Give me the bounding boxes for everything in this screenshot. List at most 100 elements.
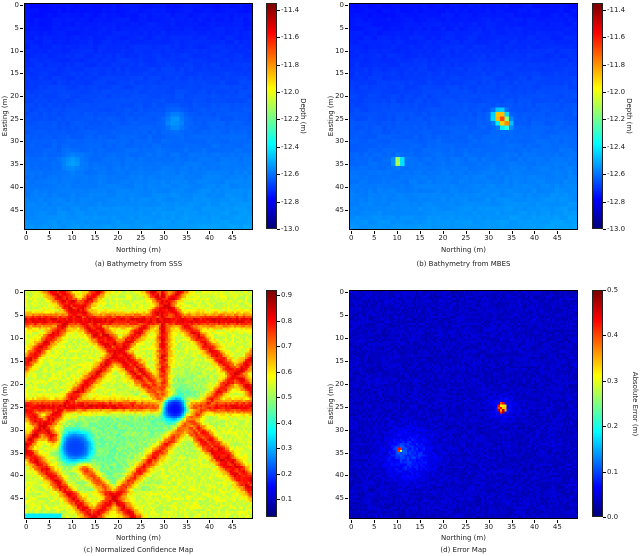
colorbar-tick-label: 0.3 xyxy=(602,376,619,385)
colorbar-label-d: Absolute Error (m) xyxy=(631,371,639,437)
colorbar-a xyxy=(266,3,277,229)
colorbar-c xyxy=(266,290,277,517)
x-tick-label: 35 xyxy=(179,520,195,531)
x-tick-label: 15 xyxy=(412,520,428,531)
y-tick-label: 45 xyxy=(328,495,348,502)
y-tick-label: 15 xyxy=(328,70,348,77)
x-tick-label: 25 xyxy=(458,520,474,531)
x-tick-label: 25 xyxy=(458,231,474,242)
y-tick-label: 40 xyxy=(3,472,23,479)
x-tick-label: 35 xyxy=(179,231,195,242)
x-tick-label: 35 xyxy=(504,231,520,242)
x-tick-label: 30 xyxy=(156,231,172,242)
x-tick-label: 10 xyxy=(389,231,405,242)
x-tick-label: 15 xyxy=(87,520,103,531)
y-tick-label: 0 xyxy=(328,289,348,296)
x-axis-label-d: Northing (m) xyxy=(441,534,486,542)
caption-d: (d) Error Map xyxy=(440,546,487,554)
y-tick-label: 30 xyxy=(3,138,23,145)
colorbar-tick-label: 0.3 xyxy=(276,444,293,453)
colorbar-tick-label: 0.7 xyxy=(276,342,293,351)
y-tick-label: 20 xyxy=(3,380,23,388)
y-tick-label: 40 xyxy=(328,183,348,191)
x-tick-label: 40 xyxy=(201,231,217,242)
y-tick-label: 30 xyxy=(328,426,348,434)
colorbar-tick-label: 0.8 xyxy=(276,316,293,325)
colorbar-tick-label: -11.6 xyxy=(276,33,300,42)
colorbar-label-a: Depth (m) xyxy=(299,98,307,134)
colorbar-tick-label: -11.8 xyxy=(602,60,626,69)
y-tick-label: 25 xyxy=(3,115,23,123)
y-tick-label: 40 xyxy=(328,472,348,479)
y-tick-label: 10 xyxy=(3,335,23,342)
y-axis-label-c: Easting (m) xyxy=(1,383,9,425)
y-tick-label: 20 xyxy=(328,380,348,388)
colorbar-tick-label: -12.0 xyxy=(602,88,626,97)
x-tick-label: 40 xyxy=(201,520,217,531)
y-axis-label-a: Easting (m) xyxy=(1,95,9,137)
y-tick-label: 40 xyxy=(3,183,23,191)
y-tick-label: 5 xyxy=(328,312,348,319)
x-tick-label: 0 xyxy=(343,231,359,242)
x-tick-label: 15 xyxy=(87,231,103,242)
x-tick-label: 10 xyxy=(64,231,80,242)
x-axis-label-a: Northing (m) xyxy=(116,246,161,254)
x-tick-label: 45 xyxy=(224,520,240,531)
y-tick-label: 35 xyxy=(328,161,348,168)
y-tick-label: 25 xyxy=(328,403,348,411)
y-tick-label: 10 xyxy=(328,335,348,342)
x-tick-label: 5 xyxy=(366,231,382,242)
x-tick-label: 30 xyxy=(481,231,497,242)
x-tick-label: 20 xyxy=(435,520,451,531)
x-tick-label: 45 xyxy=(549,520,565,531)
x-tick-label: 25 xyxy=(133,231,149,242)
colorbar-tick-label: 0.9 xyxy=(276,291,293,300)
y-tick-label: 25 xyxy=(328,115,348,123)
colorbar-tick-label: 0.2 xyxy=(602,422,619,431)
y-tick-label: 15 xyxy=(328,357,348,365)
x-tick-label: 30 xyxy=(156,520,172,531)
x-tick-label: 10 xyxy=(389,520,405,531)
x-tick-label: 45 xyxy=(549,231,565,242)
colorbar-tick-label: -12.8 xyxy=(602,197,626,206)
x-tick-label: 25 xyxy=(133,520,149,531)
x-tick-label: 20 xyxy=(110,231,126,242)
colorbar-tick-label: -11.4 xyxy=(276,5,300,14)
colorbar-tick-label: 0.6 xyxy=(276,367,293,376)
x-tick-label: 5 xyxy=(366,520,382,531)
y-tick-label: 10 xyxy=(3,47,23,55)
y-tick-label: 20 xyxy=(3,93,23,100)
y-tick-label: 5 xyxy=(3,24,23,32)
y-tick-label: 30 xyxy=(3,426,23,434)
y-tick-label: 10 xyxy=(328,47,348,55)
colorbar-tick-label: 0.2 xyxy=(276,469,293,478)
x-tick-label: 40 xyxy=(526,231,542,242)
colorbar-tick-label: -12.6 xyxy=(602,170,626,179)
colorbar-tick-label: -12.4 xyxy=(276,142,300,151)
y-tick-label: 5 xyxy=(3,312,23,319)
y-tick-label: 15 xyxy=(3,357,23,365)
y-tick-label: 0 xyxy=(3,2,23,9)
colorbar-b xyxy=(592,3,603,229)
x-axis-label-b: Northing (m) xyxy=(441,246,486,254)
colorbar-tick-label: -12.0 xyxy=(276,88,300,97)
y-tick-label: 0 xyxy=(328,2,348,9)
heatmap-b xyxy=(349,3,578,230)
x-tick-label: 0 xyxy=(18,231,34,242)
colorbar-tick-label: -11.4 xyxy=(602,5,626,14)
caption-c: (c) Normalized Confidence Map xyxy=(83,546,194,554)
y-axis-label-d: Easting (m) xyxy=(327,383,335,425)
y-tick-label: 35 xyxy=(328,449,348,457)
colorbar-tick-label: -12.2 xyxy=(602,115,626,124)
heatmap-d xyxy=(349,290,578,519)
colorbar-tick-label: 0.5 xyxy=(276,393,293,402)
y-tick-label: 25 xyxy=(3,403,23,411)
x-tick-label: 35 xyxy=(504,520,520,531)
y-tick-label: 35 xyxy=(3,449,23,457)
y-tick-label: 30 xyxy=(328,138,348,145)
x-tick-label: 30 xyxy=(481,520,497,531)
caption-b: (b) Bathymetry from MBES xyxy=(416,260,511,268)
x-tick-label: 15 xyxy=(412,231,428,242)
colorbar-tick-label: -11.8 xyxy=(276,60,300,69)
heatmap-c xyxy=(24,290,253,519)
